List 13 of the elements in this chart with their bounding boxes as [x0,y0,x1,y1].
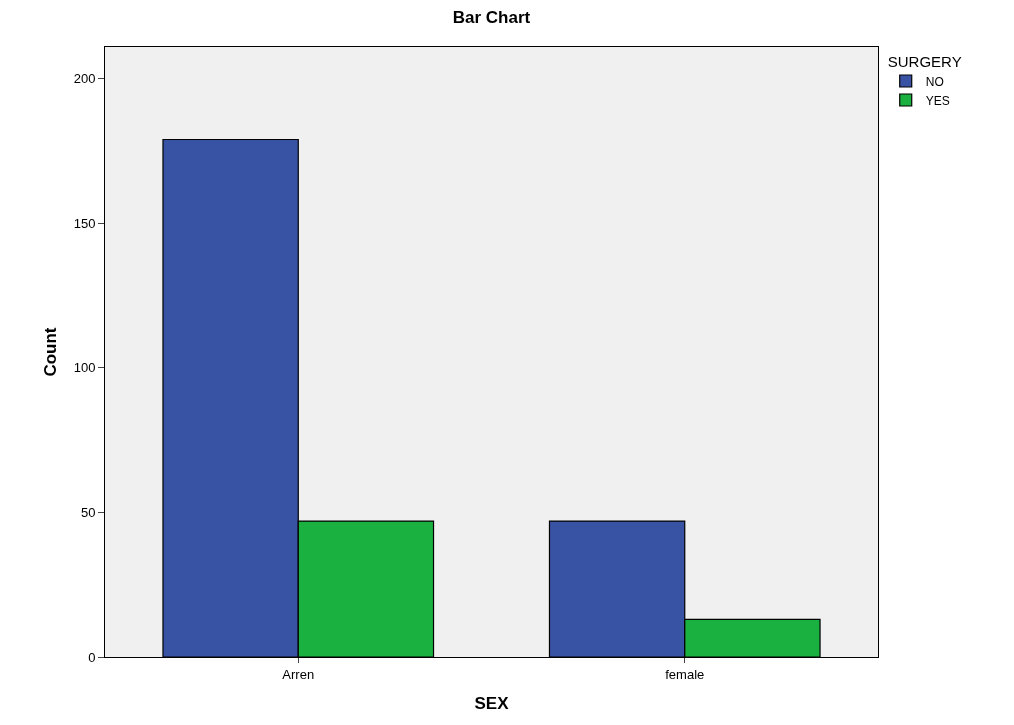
x-tick-label: Arren [282,666,315,682]
x-tick-label: female [665,666,705,682]
y-tick-label: 200 [73,71,96,87]
chart-title: Bar Chart [452,7,531,27]
legend-label: NO [925,74,944,89]
y-tick-label: 0 [88,649,96,665]
x-axis-title: SEX [474,694,510,713]
y-tick-label: 100 [73,360,96,376]
legend-title: SURGERY [887,52,962,70]
legend-label: YES [925,93,950,108]
y-tick-label: 50 [80,505,96,520]
y-tick-label: 150 [73,215,96,231]
y-axis-title: Count [41,327,61,377]
